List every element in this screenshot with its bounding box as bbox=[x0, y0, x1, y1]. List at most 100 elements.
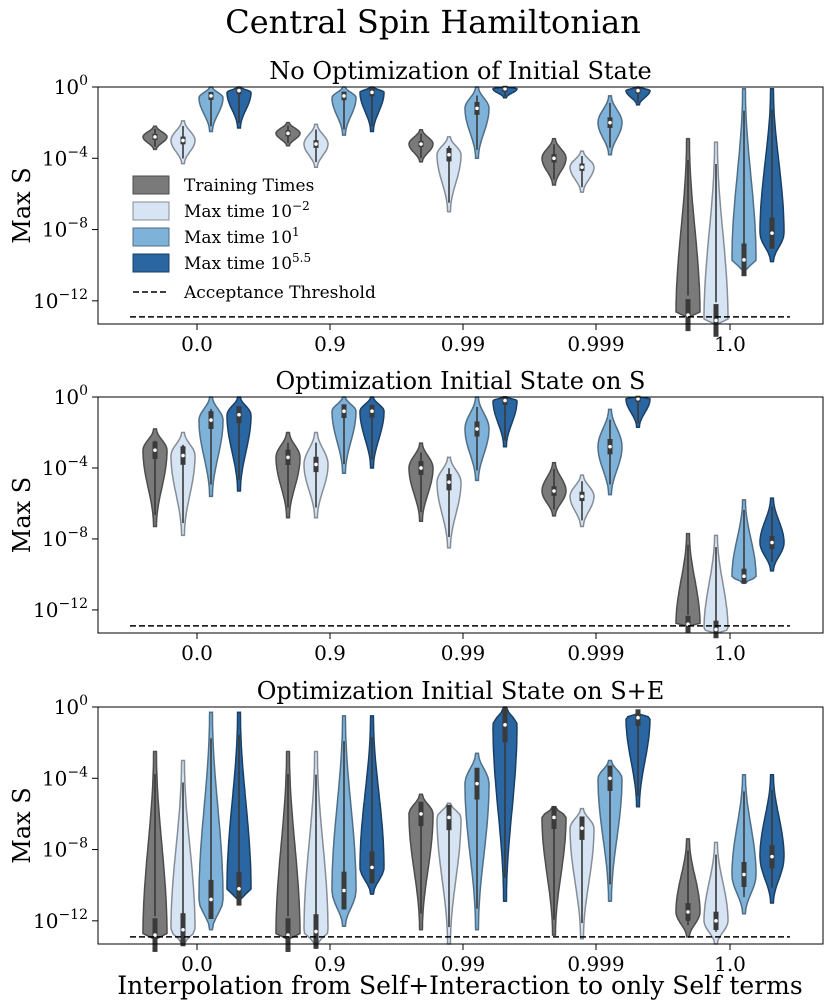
violin-median bbox=[742, 258, 746, 262]
violin-0.0-3 bbox=[198, 711, 224, 931]
violin-median bbox=[503, 86, 507, 91]
violin-0.0-2 bbox=[170, 759, 196, 947]
violin-median bbox=[209, 897, 213, 902]
y-axis-label: Max S bbox=[8, 167, 36, 244]
violin-median bbox=[608, 776, 612, 781]
violin-0.99-3 bbox=[464, 396, 490, 482]
legend-label: Max time 10−2 bbox=[184, 199, 310, 222]
violin-median bbox=[153, 933, 157, 937]
violin-0.9-3 bbox=[331, 396, 357, 475]
violin-median bbox=[153, 448, 157, 453]
violin-0.9-1 bbox=[275, 431, 301, 519]
y-tick-label: 10−12 bbox=[33, 287, 88, 313]
violin-median bbox=[314, 929, 318, 934]
y-tick-label: 10−12 bbox=[33, 596, 88, 622]
x-tick-label: 0.9 bbox=[314, 641, 346, 665]
y-tick-label: 100 bbox=[54, 73, 88, 99]
violin-median bbox=[370, 90, 374, 95]
violin-0.0-1 bbox=[142, 125, 168, 151]
y-axis-label: Max S bbox=[8, 787, 36, 864]
violin-1.0-4 bbox=[759, 773, 785, 904]
violin-median bbox=[447, 815, 451, 820]
violin-median bbox=[237, 88, 241, 93]
violin-median bbox=[503, 398, 507, 403]
axes-frame bbox=[97, 396, 824, 634]
violin-median bbox=[475, 781, 479, 786]
violin-1.0-1 bbox=[675, 532, 701, 633]
violin-median bbox=[580, 165, 584, 169]
violin-0.999-2 bbox=[569, 807, 595, 940]
violin-median bbox=[714, 627, 718, 632]
violin-median bbox=[237, 412, 241, 417]
violin-median bbox=[686, 313, 690, 317]
violin-median bbox=[181, 927, 185, 932]
x-tick-label: 1.0 bbox=[714, 641, 746, 665]
legend-threshold-label: Acceptance Threshold bbox=[183, 283, 376, 303]
legend-label: Training Times bbox=[184, 176, 314, 196]
violin-median bbox=[503, 723, 507, 727]
panel-title: Optimization Initial State on S bbox=[276, 367, 646, 395]
y-tick-label: 100 bbox=[54, 693, 88, 719]
violin-median bbox=[419, 142, 423, 146]
figure-suptitle: Central Spin Hamiltonian bbox=[225, 3, 641, 41]
violin-median bbox=[580, 826, 584, 830]
x-tick-label: 0.999 bbox=[567, 952, 624, 976]
violin-0.99-2 bbox=[436, 136, 462, 213]
violin-median bbox=[475, 427, 479, 431]
violin-0.99-2 bbox=[436, 802, 462, 945]
violin-median bbox=[153, 135, 157, 139]
violin-median bbox=[419, 812, 423, 816]
x-tick-label: 0.9 bbox=[314, 952, 346, 976]
violin-median bbox=[636, 715, 640, 720]
violin-1.0-2 bbox=[703, 141, 729, 337]
violin-median bbox=[608, 120, 612, 125]
violin-median bbox=[714, 318, 718, 323]
violin-0.999-1 bbox=[541, 461, 567, 517]
x-tick-label: 0.0 bbox=[181, 332, 213, 356]
axes-frame bbox=[97, 706, 824, 945]
legend: Training Times Max time 10−2 Max time 101 M… bbox=[132, 175, 376, 303]
violin-median bbox=[608, 444, 612, 449]
legend-swatch bbox=[132, 227, 170, 247]
y-axis-label: Max S bbox=[8, 477, 36, 554]
violin-0.9-2 bbox=[303, 750, 329, 949]
panel-1: No Optimization of Initial State Max S 100… bbox=[8, 57, 824, 356]
violin-median bbox=[447, 152, 451, 157]
violin-0.999-3 bbox=[597, 408, 623, 496]
violin-median bbox=[314, 462, 318, 467]
violin-median bbox=[286, 131, 290, 136]
violin-0.999-3 bbox=[597, 759, 623, 902]
violin-0.999-2 bbox=[569, 150, 595, 193]
violin-median bbox=[370, 865, 374, 870]
legend-label: Max time 105.5 bbox=[184, 251, 311, 274]
violin-0.999-4 bbox=[625, 86, 651, 106]
axes-frame bbox=[97, 86, 824, 325]
violin-median bbox=[552, 489, 556, 493]
violin-median bbox=[552, 815, 556, 820]
violin-0.999-4 bbox=[625, 395, 651, 428]
panels: No Optimization of Initial State Max S 100… bbox=[8, 57, 824, 976]
violin-1.0-3 bbox=[731, 773, 757, 915]
x-tick-label: 0.9 bbox=[314, 332, 346, 356]
violin-0.9-2 bbox=[303, 123, 329, 168]
x-tick-label: 0.999 bbox=[567, 332, 624, 356]
legend-swatch bbox=[132, 253, 170, 273]
violin-median bbox=[370, 409, 374, 413]
violin-0.999-4 bbox=[625, 709, 651, 808]
violin-1.0-3 bbox=[731, 499, 757, 585]
violin-1.0-1 bbox=[675, 137, 701, 332]
violin-0.0-4 bbox=[226, 711, 252, 906]
violin-median bbox=[742, 872, 746, 877]
violin-0.0-1 bbox=[142, 428, 168, 528]
panel-title: Optimization Initial State on S+E bbox=[257, 677, 665, 705]
violin-0.9-2 bbox=[303, 431, 329, 519]
violin-1.0-2 bbox=[703, 534, 729, 639]
violin-0.0-4 bbox=[226, 86, 252, 129]
panel-2: Optimization Initial State on S Max S 100 1… bbox=[8, 367, 824, 665]
violin-1.0-3 bbox=[731, 88, 757, 277]
violin-median bbox=[209, 94, 213, 98]
y-tick-label: 10−4 bbox=[42, 144, 88, 170]
violin-0.0-2 bbox=[170, 431, 196, 537]
violin-0.999-1 bbox=[541, 137, 567, 186]
